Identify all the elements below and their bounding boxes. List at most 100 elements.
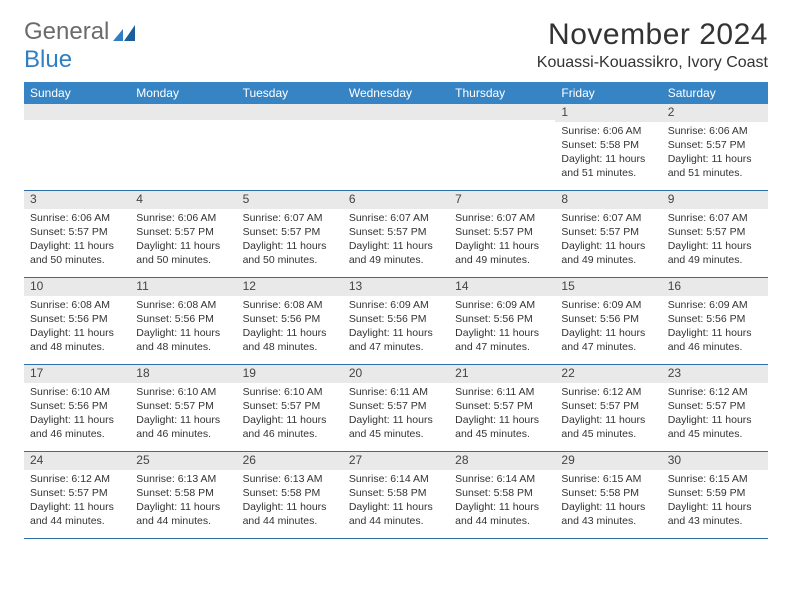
day-number: 21	[449, 365, 555, 383]
daylight-text: Daylight: 11 hours and 44 minutes.	[455, 500, 549, 528]
day-body	[24, 120, 130, 180]
sunrise-text: Sunrise: 6:07 AM	[349, 211, 443, 225]
sunset-text: Sunset: 5:57 PM	[30, 486, 124, 500]
sunrise-text: Sunrise: 6:07 AM	[243, 211, 337, 225]
sunset-text: Sunset: 5:57 PM	[243, 399, 337, 413]
sunset-text: Sunset: 5:56 PM	[455, 312, 549, 326]
day-number: 23	[662, 365, 768, 383]
header: General November 2024 Kouassi-Kouassikro…	[0, 0, 792, 76]
daylight-text: Daylight: 11 hours and 45 minutes.	[455, 413, 549, 441]
day-cell: 19Sunrise: 6:10 AMSunset: 5:57 PMDayligh…	[237, 365, 343, 451]
logo-word1: General	[24, 18, 109, 46]
sunrise-text: Sunrise: 6:14 AM	[455, 472, 549, 486]
day-number: 18	[130, 365, 236, 383]
daylight-text: Daylight: 11 hours and 50 minutes.	[243, 239, 337, 267]
day-cell: 10Sunrise: 6:08 AMSunset: 5:56 PMDayligh…	[24, 278, 130, 364]
day-cell	[237, 104, 343, 190]
day-body: Sunrise: 6:08 AMSunset: 5:56 PMDaylight:…	[237, 296, 343, 359]
day-number: 25	[130, 452, 236, 470]
dow-thu: Thursday	[449, 82, 555, 104]
sunset-text: Sunset: 5:58 PM	[455, 486, 549, 500]
sunrise-text: Sunrise: 6:11 AM	[455, 385, 549, 399]
logo: General	[24, 18, 135, 46]
day-number	[449, 104, 555, 120]
sunrise-text: Sunrise: 6:10 AM	[243, 385, 337, 399]
sunset-text: Sunset: 5:57 PM	[668, 225, 762, 239]
day-body: Sunrise: 6:10 AMSunset: 5:56 PMDaylight:…	[24, 383, 130, 446]
day-body: Sunrise: 6:14 AMSunset: 5:58 PMDaylight:…	[449, 470, 555, 533]
day-number: 29	[555, 452, 661, 470]
location-subtitle: Kouassi-Kouassikro, Ivory Coast	[537, 54, 768, 72]
daylight-text: Daylight: 11 hours and 47 minutes.	[561, 326, 655, 354]
sunset-text: Sunset: 5:56 PM	[30, 399, 124, 413]
day-cell: 25Sunrise: 6:13 AMSunset: 5:58 PMDayligh…	[130, 452, 236, 538]
daylight-text: Daylight: 11 hours and 46 minutes.	[668, 326, 762, 354]
day-number	[24, 104, 130, 120]
day-number	[130, 104, 236, 120]
day-body	[343, 120, 449, 180]
day-number: 1	[555, 104, 661, 122]
day-cell	[343, 104, 449, 190]
day-cell: 9Sunrise: 6:07 AMSunset: 5:57 PMDaylight…	[662, 191, 768, 277]
sunrise-text: Sunrise: 6:08 AM	[30, 298, 124, 312]
dow-tue: Tuesday	[237, 82, 343, 104]
week-row: 24Sunrise: 6:12 AMSunset: 5:57 PMDayligh…	[24, 452, 768, 539]
daylight-text: Daylight: 11 hours and 44 minutes.	[243, 500, 337, 528]
sunset-text: Sunset: 5:57 PM	[30, 225, 124, 239]
day-body: Sunrise: 6:06 AMSunset: 5:58 PMDaylight:…	[555, 122, 661, 185]
daylight-text: Daylight: 11 hours and 51 minutes.	[668, 152, 762, 180]
weeks-container: 1Sunrise: 6:06 AMSunset: 5:58 PMDaylight…	[24, 104, 768, 539]
daylight-text: Daylight: 11 hours and 50 minutes.	[136, 239, 230, 267]
sunrise-text: Sunrise: 6:08 AM	[136, 298, 230, 312]
sunrise-text: Sunrise: 6:13 AM	[243, 472, 337, 486]
day-number: 15	[555, 278, 661, 296]
daylight-text: Daylight: 11 hours and 48 minutes.	[243, 326, 337, 354]
day-cell: 16Sunrise: 6:09 AMSunset: 5:56 PMDayligh…	[662, 278, 768, 364]
daylight-text: Daylight: 11 hours and 44 minutes.	[136, 500, 230, 528]
sunset-text: Sunset: 5:59 PM	[668, 486, 762, 500]
day-cell: 29Sunrise: 6:15 AMSunset: 5:58 PMDayligh…	[555, 452, 661, 538]
day-body	[449, 120, 555, 180]
dow-sun: Sunday	[24, 82, 130, 104]
week-row: 10Sunrise: 6:08 AMSunset: 5:56 PMDayligh…	[24, 278, 768, 365]
day-number: 3	[24, 191, 130, 209]
day-cell: 30Sunrise: 6:15 AMSunset: 5:59 PMDayligh…	[662, 452, 768, 538]
day-cell: 12Sunrise: 6:08 AMSunset: 5:56 PMDayligh…	[237, 278, 343, 364]
day-number: 7	[449, 191, 555, 209]
sunset-text: Sunset: 5:56 PM	[349, 312, 443, 326]
day-cell: 4Sunrise: 6:06 AMSunset: 5:57 PMDaylight…	[130, 191, 236, 277]
day-number: 9	[662, 191, 768, 209]
day-cell: 2Sunrise: 6:06 AMSunset: 5:57 PMDaylight…	[662, 104, 768, 190]
sunset-text: Sunset: 5:57 PM	[561, 225, 655, 239]
day-cell: 13Sunrise: 6:09 AMSunset: 5:56 PMDayligh…	[343, 278, 449, 364]
sunrise-text: Sunrise: 6:12 AM	[30, 472, 124, 486]
day-body: Sunrise: 6:14 AMSunset: 5:58 PMDaylight:…	[343, 470, 449, 533]
day-number	[237, 104, 343, 120]
sunset-text: Sunset: 5:57 PM	[561, 399, 655, 413]
day-number: 20	[343, 365, 449, 383]
day-cell	[130, 104, 236, 190]
month-title: November 2024	[537, 18, 768, 52]
sunrise-text: Sunrise: 6:11 AM	[349, 385, 443, 399]
sunrise-text: Sunrise: 6:14 AM	[349, 472, 443, 486]
day-body: Sunrise: 6:08 AMSunset: 5:56 PMDaylight:…	[130, 296, 236, 359]
day-number: 28	[449, 452, 555, 470]
sunset-text: Sunset: 5:57 PM	[455, 225, 549, 239]
sunrise-text: Sunrise: 6:06 AM	[136, 211, 230, 225]
day-body: Sunrise: 6:07 AMSunset: 5:57 PMDaylight:…	[555, 209, 661, 272]
day-body: Sunrise: 6:12 AMSunset: 5:57 PMDaylight:…	[662, 383, 768, 446]
sunset-text: Sunset: 5:57 PM	[243, 225, 337, 239]
week-row: 1Sunrise: 6:06 AMSunset: 5:58 PMDaylight…	[24, 104, 768, 191]
sunset-text: Sunset: 5:58 PM	[561, 486, 655, 500]
daylight-text: Daylight: 11 hours and 50 minutes.	[30, 239, 124, 267]
sunset-text: Sunset: 5:56 PM	[243, 312, 337, 326]
day-number: 13	[343, 278, 449, 296]
sunset-text: Sunset: 5:57 PM	[455, 399, 549, 413]
sunset-text: Sunset: 5:58 PM	[561, 138, 655, 152]
day-body: Sunrise: 6:10 AMSunset: 5:57 PMDaylight:…	[130, 383, 236, 446]
sunset-text: Sunset: 5:57 PM	[136, 399, 230, 413]
day-number: 5	[237, 191, 343, 209]
sunrise-text: Sunrise: 6:08 AM	[243, 298, 337, 312]
day-body: Sunrise: 6:15 AMSunset: 5:59 PMDaylight:…	[662, 470, 768, 533]
daylight-text: Daylight: 11 hours and 51 minutes.	[561, 152, 655, 180]
